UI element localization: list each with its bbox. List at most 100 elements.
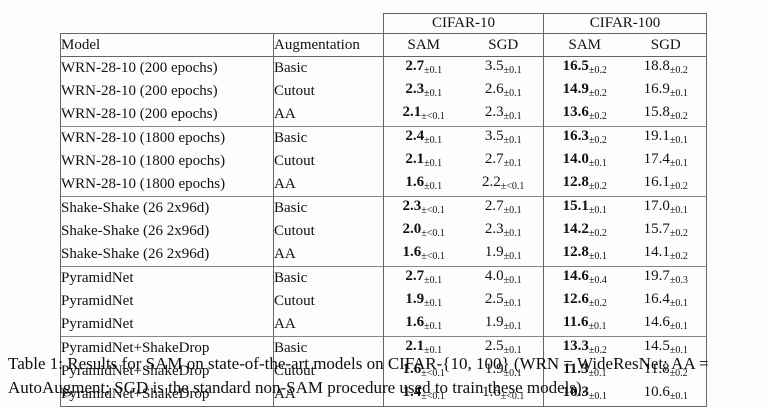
column-header-augmentation: Augmentation [273, 33, 384, 57]
model-cell: PyramidNet+ShakeDrop [60, 336, 274, 360]
cifar100-sgd-cell: 14.6±0.1 [625, 313, 707, 337]
error-margin: ±0.1 [669, 345, 688, 356]
cifar10-sgd-cell: 1.9±0.1 [464, 243, 544, 267]
error-margin: ±0.1 [424, 345, 443, 356]
error-rate-value: 3.5 [484, 128, 504, 144]
error-rate-value: 16.3 [562, 128, 589, 144]
model-cell: WRN-28-10 (1800 epochs) [60, 173, 274, 197]
column-header-cifar10-sam: SAM [383, 33, 464, 57]
error-rate-value: 10.6 [643, 384, 670, 400]
table-row: PyramidNet AA 1.6±0.1 1.9±0.1 11.6±0.1 14.6±0… [60, 313, 707, 337]
error-rate-value: 14.0 [562, 151, 589, 167]
cifar100-sgd-cell: 16.1±0.2 [625, 173, 707, 197]
error-margin: ±<0.1 [421, 251, 445, 262]
cifar10-sgd-cell: 2.3±0.1 [464, 220, 544, 243]
model-cell: WRN-28-10 (1800 epochs) [60, 150, 274, 173]
error-rate-value: 2.7 [405, 58, 425, 74]
error-margin: ±0.1 [424, 298, 443, 309]
cifar10-sgd-cell: 2.3±0.1 [464, 103, 544, 127]
error-margin: ±0.1 [503, 158, 522, 169]
error-margin: ±<0.1 [500, 181, 525, 192]
error-rate-value: 2.6 [484, 81, 504, 97]
cifar10-sam-cell: 1.6±0.1 [383, 173, 464, 197]
error-margin: ±<0.1 [421, 228, 445, 239]
error-margin: ±0.1 [424, 135, 443, 146]
error-margin: ±0.1 [588, 368, 607, 379]
error-margin: ±0.2 [669, 251, 688, 262]
error-rate-value: 14.6 [562, 268, 589, 284]
error-margin: ±<0.1 [500, 391, 525, 402]
error-margin: ±0.2 [669, 368, 688, 379]
error-rate-value: 1.9 [484, 361, 504, 377]
cifar100-sam-cell: 10.3±0.1 [543, 383, 626, 407]
cifar100-sam-cell: 16.5±0.2 [543, 56, 626, 80]
cifar10-sam-cell: 1.6±0.1 [383, 313, 464, 337]
error-rate-value: 10.3 [562, 384, 589, 400]
model-cell: Shake-Shake (26 2x96d) [60, 220, 274, 243]
error-rate-value: 14.1 [643, 244, 670, 260]
error-margin: ±0.1 [503, 228, 522, 239]
error-rate-value: 1.6 [402, 361, 422, 377]
error-margin: ±0.1 [503, 345, 522, 356]
error-rate-value: 14.9 [562, 81, 589, 97]
error-rate-value: 19.7 [643, 268, 670, 284]
augmentation-cell: Basic [273, 196, 384, 220]
cifar100-sgd-cell: 19.7±0.3 [625, 266, 707, 290]
cifar100-sgd-cell: 19.1±0.1 [625, 126, 707, 150]
error-rate-value: 2.5 [484, 291, 504, 307]
augmentation-cell: Cutout [273, 220, 384, 243]
augmentation-cell: Cutout [273, 80, 384, 103]
results-table: CIFAR-10 CIFAR-100 Model Augmentation SA… [60, 13, 707, 407]
error-rate-value: 11.8 [643, 361, 670, 377]
augmentation-cell: Cutout [273, 290, 384, 313]
error-margin: ±0.1 [503, 251, 522, 262]
cifar10-header: CIFAR-10 [383, 13, 544, 34]
error-rate-value: 2.7 [484, 198, 504, 214]
error-rate-value: 12.8 [562, 244, 589, 260]
error-rate-value: 1.6 [402, 244, 422, 260]
table-row: Shake-Shake (26 2x96d) AA 1.6±<0.1 1.9±0.1 1… [60, 243, 707, 267]
error-margin: ±0.1 [503, 321, 522, 332]
cifar100-sgd-cell: 15.7±0.2 [625, 220, 707, 243]
error-margin: ±0.1 [588, 391, 607, 402]
cifar100-sam-cell: 12.6±0.2 [543, 290, 626, 313]
error-margin: ±0.1 [588, 321, 607, 332]
model-cell: PyramidNet [60, 266, 274, 290]
error-rate-value: 1.9 [484, 244, 504, 260]
cifar100-sam-cell: 15.1±0.1 [543, 196, 626, 220]
error-rate-value: 2.1 [405, 338, 425, 354]
error-rate-value: 1.4 [402, 384, 422, 400]
cifar100-sam-cell: 12.8±0.1 [543, 243, 626, 267]
error-rate-value: 13.3 [562, 338, 589, 354]
model-cell: Shake-Shake (26 2x96d) [60, 243, 274, 267]
error-margin: ±0.1 [503, 205, 522, 216]
error-rate-value: 17.0 [643, 198, 670, 214]
cifar100-sgd-cell: 17.0±0.1 [625, 196, 707, 220]
error-margin: ±0.1 [669, 205, 688, 216]
error-rate-value: 12.8 [562, 174, 589, 190]
error-margin: ±0.1 [503, 275, 522, 286]
cifar100-sam-cell: 13.3±0.2 [543, 336, 626, 360]
error-margin: ±0.2 [588, 135, 607, 146]
augmentation-cell: AA [273, 313, 384, 337]
error-rate-value: 2.1 [405, 151, 425, 167]
error-margin: ±0.2 [669, 111, 688, 122]
cifar100-sam-cell: 11.6±0.1 [543, 313, 626, 337]
error-rate-value: 2.7 [484, 151, 504, 167]
augmentation-cell: Basic [273, 266, 384, 290]
cifar10-sgd-cell: 3.5±0.1 [463, 126, 544, 150]
error-margin: ±0.2 [588, 228, 607, 239]
error-rate-value: 14.5 [643, 338, 670, 354]
error-rate-value: 3.5 [484, 58, 504, 74]
cifar100-sgd-cell: 14.5±0.1 [625, 336, 707, 360]
table-row: WRN-28-10 (200 epochs) AA 2.1±<0.1 2.3±0.1 1… [60, 103, 707, 127]
error-margin: ±0.1 [669, 135, 688, 146]
error-rate-value: 16.1 [643, 174, 670, 190]
error-margin: ±<0.1 [421, 111, 445, 122]
table-row: PyramidNet+ShakeDrop Cutout 1.6±<0.1 1.9±0.… [60, 360, 707, 383]
cifar100-sam-cell: 14.2±0.2 [543, 220, 626, 243]
error-margin: ±0.1 [503, 368, 522, 379]
error-rate-value: 16.4 [643, 291, 670, 307]
cifar100-sgd-cell: 17.4±0.1 [625, 150, 707, 173]
model-cell: PyramidNet [60, 290, 274, 313]
